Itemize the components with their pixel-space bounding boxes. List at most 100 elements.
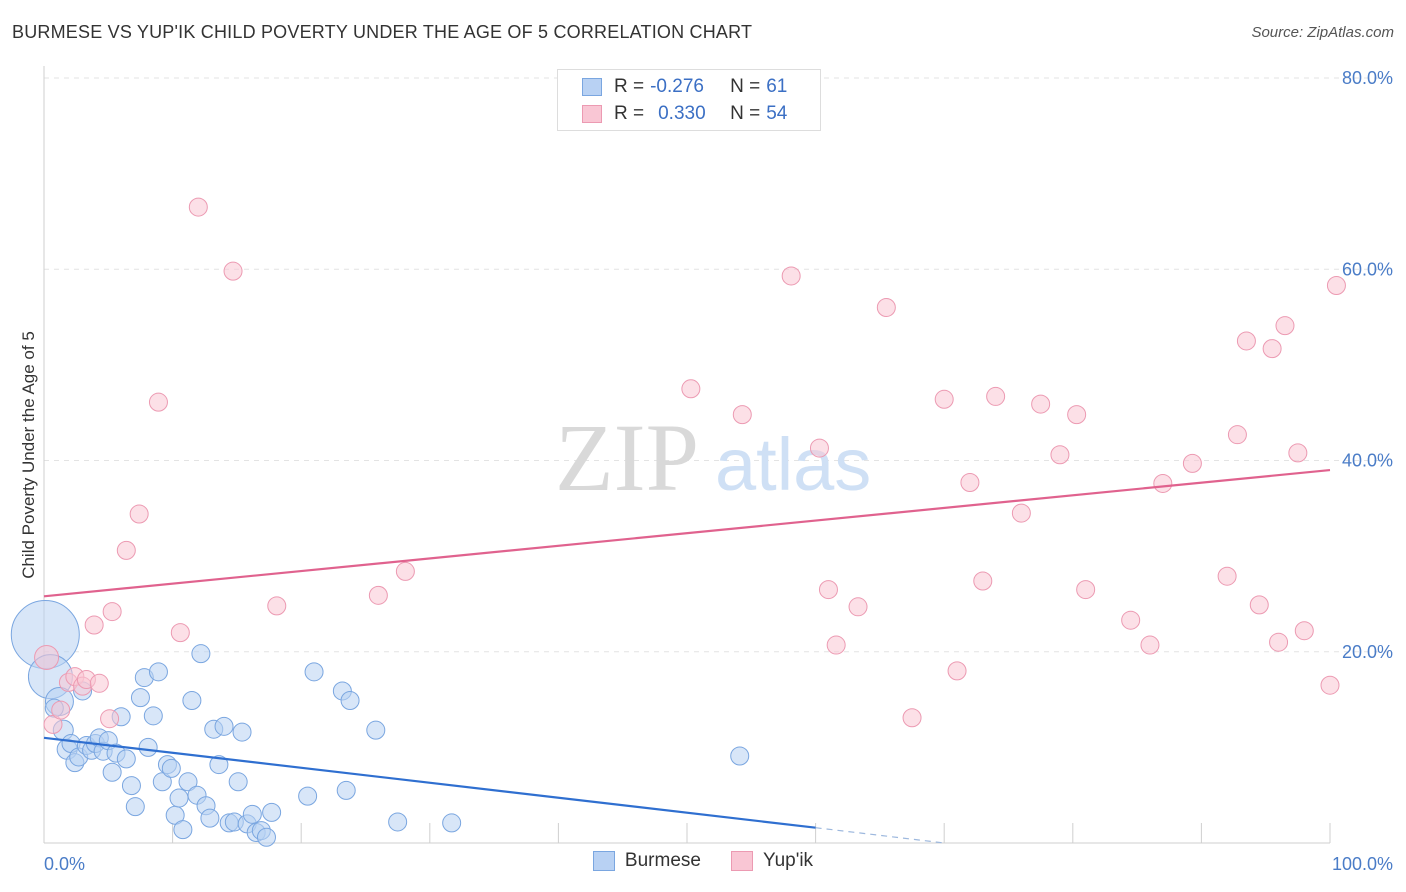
- point-yupik: [188, 197, 208, 217]
- point-yupik: [848, 597, 868, 617]
- legend-row-burmese: R = -0.276 N = 61: [582, 75, 787, 99]
- point-yupik: [1182, 453, 1202, 473]
- point-yupik: [100, 709, 120, 729]
- chart-title: BURMESE VS YUP'IK CHILD POVERTY UNDER TH…: [12, 22, 753, 42]
- trend-line-yupik: [43, 468, 1331, 598]
- point-burmese: [730, 746, 750, 766]
- point-yupik: [170, 623, 190, 643]
- point-yupik: [809, 438, 829, 458]
- legend-swatch-burmese: [582, 78, 602, 96]
- point-yupik: [934, 389, 954, 409]
- point-yupik: [818, 580, 838, 600]
- point-yupik: [1076, 580, 1096, 600]
- point-burmese: [228, 772, 248, 792]
- point-yupik: [1294, 621, 1314, 641]
- point-yupik: [1121, 610, 1141, 630]
- point-yupik: [1227, 425, 1247, 445]
- legend-r-value: 0.330: [658, 103, 706, 124]
- legend-n-label: N =: [730, 103, 761, 124]
- point-yupik: [1320, 675, 1340, 695]
- legend-swatch-yupik: [582, 105, 602, 123]
- point-yupik: [368, 585, 388, 605]
- watermark: ZIP atlas: [555, 404, 871, 511]
- y-tick-labels: 20.0% 40.0% 60.0% 80.0%: [1342, 68, 1393, 662]
- point-yupik: [84, 615, 104, 635]
- point-burmese: [143, 706, 163, 726]
- point-yupik: [781, 266, 801, 286]
- point-yupik: [1326, 276, 1346, 296]
- point-burmese: [102, 762, 122, 782]
- legend-n-label: N =: [730, 76, 761, 97]
- point-yupik: [102, 602, 122, 622]
- point-yupik: [986, 386, 1006, 406]
- y-tick-label: 40.0%: [1342, 451, 1393, 471]
- point-yupik: [1269, 632, 1289, 652]
- point-yupik: [395, 561, 415, 581]
- bottom-legend: Burmese Yup'ik: [0, 850, 1406, 872]
- point-yupik: [960, 472, 980, 492]
- bottom-legend-label-burmese: Burmese: [624, 850, 701, 871]
- point-yupik: [1031, 394, 1051, 414]
- source-label: Source: ZipAtlas.com: [1251, 24, 1394, 41]
- y-tick-label: 60.0%: [1342, 259, 1393, 279]
- legend-n-value: 54: [766, 103, 788, 124]
- point-burmese: [256, 827, 276, 847]
- y-tick-label: 80.0%: [1342, 68, 1393, 88]
- legend-r-label: R =: [614, 103, 645, 124]
- bottom-legend-burmese: Burmese: [592, 850, 701, 872]
- point-burmese: [191, 644, 211, 664]
- legend-r-value: -0.276: [650, 76, 704, 97]
- point-yupik: [129, 504, 149, 524]
- point-yupik: [116, 540, 136, 560]
- point-burmese: [214, 716, 234, 736]
- point-burmese: [182, 691, 202, 711]
- point-yupik: [826, 635, 846, 655]
- point-burmese: [209, 755, 229, 775]
- point-yupik: [1050, 445, 1070, 465]
- trend-line-burmese: [43, 736, 816, 829]
- point-burmese: [232, 722, 252, 742]
- watermark-zip: ZIP: [555, 404, 699, 511]
- point-yupik: [1217, 566, 1237, 586]
- grid-lines: [44, 77, 1392, 653]
- point-yupik: [876, 298, 896, 317]
- point-yupik: [51, 700, 71, 720]
- x-tick-label: 0.0%: [44, 854, 85, 874]
- point-yupik: [34, 644, 60, 670]
- y-axis-label: Child Poverty Under the Age of 5: [19, 331, 38, 579]
- point-yupik: [223, 261, 243, 281]
- bottom-legend-yupik: Yup'ik: [730, 850, 813, 872]
- point-yupik: [1011, 503, 1031, 523]
- point-burmese: [138, 737, 158, 757]
- legend-row-yupik: R = 0.330 N = 54: [582, 102, 787, 126]
- point-burmese: [304, 662, 324, 682]
- x-tick-label: 100.0%: [1332, 854, 1393, 874]
- point-yupik: [1249, 595, 1269, 615]
- x-tick-labels: 0.0% 100.0%: [44, 854, 1393, 874]
- point-burmese: [200, 808, 220, 828]
- data-points: [10, 197, 1346, 847]
- point-burmese: [161, 758, 181, 778]
- point-yupik: [1153, 473, 1173, 493]
- point-yupik: [732, 405, 752, 425]
- point-yupik: [1236, 331, 1256, 351]
- point-burmese: [298, 786, 318, 806]
- legend-r-label: R =: [614, 76, 645, 97]
- trend-lines: [43, 468, 1331, 844]
- point-yupik: [267, 596, 287, 616]
- point-burmese: [366, 720, 386, 740]
- axes: [43, 66, 1331, 844]
- point-burmese: [340, 691, 360, 711]
- legend: R = -0.276 N = 61 R = 0.330 N = 54: [557, 69, 821, 131]
- bottom-legend-swatch-burmese: [592, 851, 615, 871]
- point-burmese: [388, 812, 408, 832]
- point-burmese: [169, 788, 189, 808]
- point-yupik: [947, 661, 967, 681]
- point-burmese: [442, 813, 462, 833]
- point-yupik: [1262, 339, 1282, 359]
- point-burmese: [178, 772, 198, 792]
- point-yupik: [1067, 405, 1087, 425]
- point-yupik: [902, 708, 922, 728]
- watermark-atlas: atlas: [715, 423, 871, 506]
